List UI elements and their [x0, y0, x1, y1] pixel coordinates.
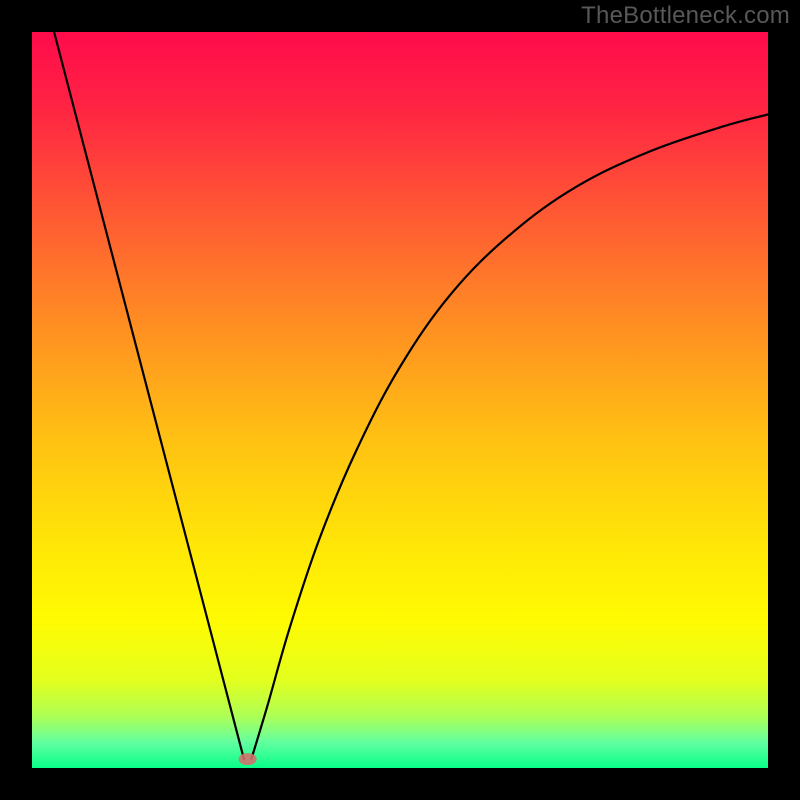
- watermark-text: TheBottleneck.com: [581, 2, 790, 30]
- series-left-descending: [54, 32, 244, 759]
- curve-layer: [32, 32, 768, 768]
- plot-area: [32, 32, 768, 768]
- series-right-asymptotic: [251, 114, 768, 759]
- minimum-marker: [239, 753, 257, 765]
- chart-frame: TheBottleneck.com: [0, 0, 800, 800]
